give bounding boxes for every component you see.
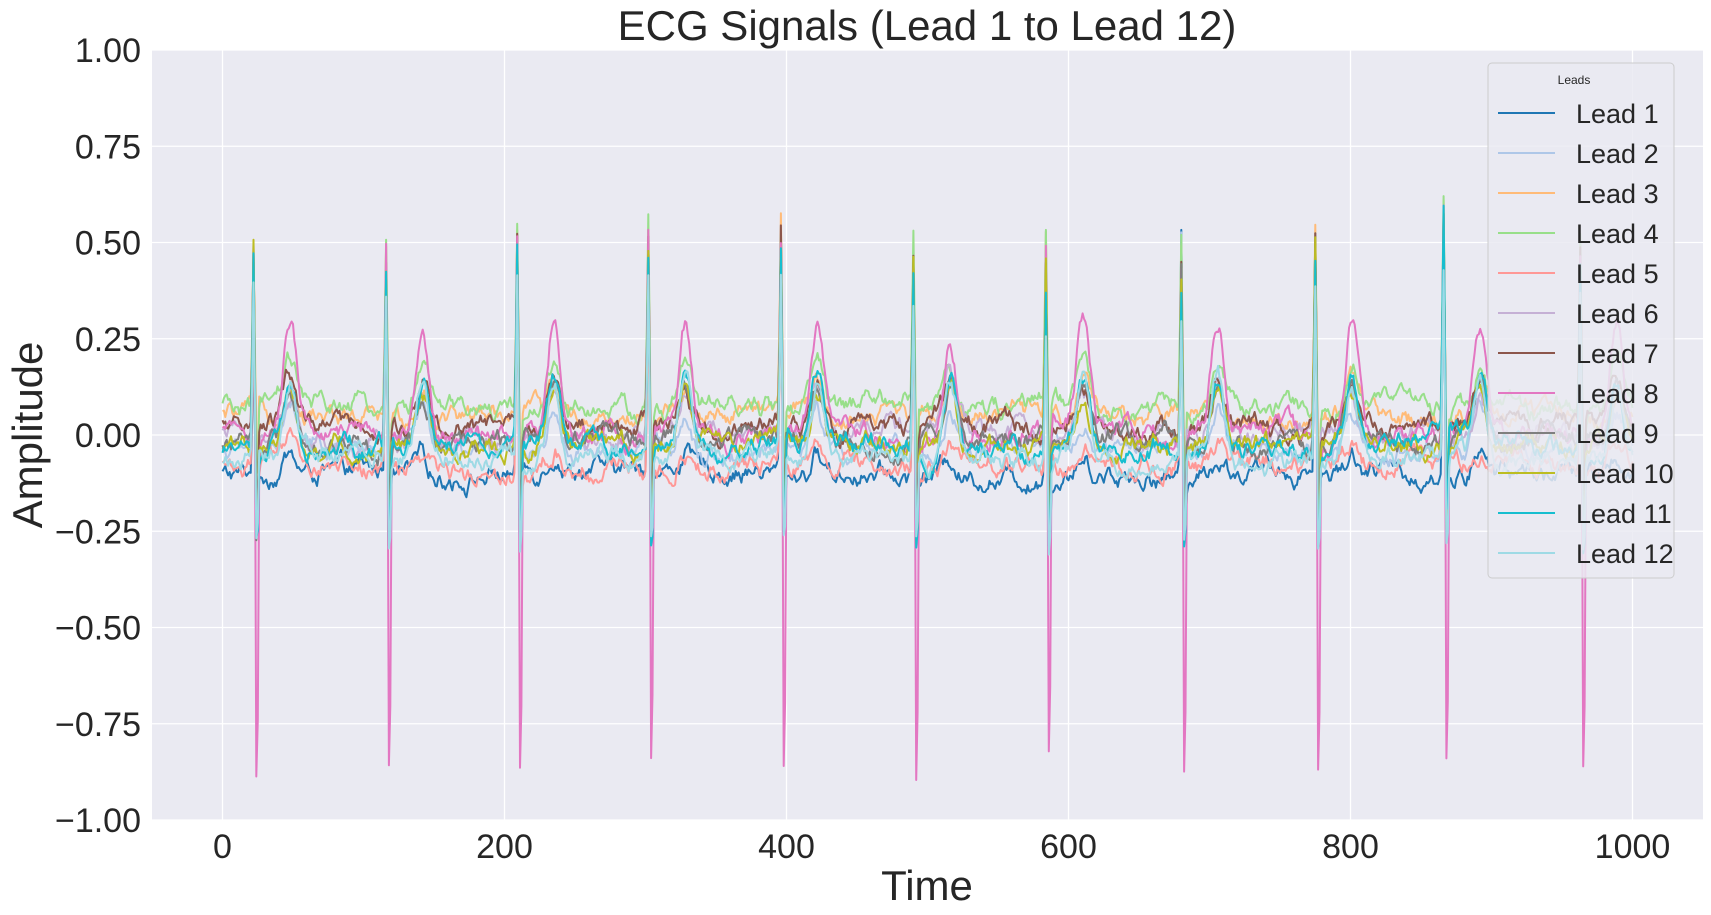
series-layer <box>221 195 1634 781</box>
legend-label: Lead 11 <box>1576 499 1672 529</box>
y-tick-label: −0.75 <box>55 706 141 744</box>
y-tick-label: 0.00 <box>75 417 141 455</box>
x-tick-label: 400 <box>758 828 815 866</box>
legend-title: Leads <box>1558 73 1591 87</box>
x-tick-label: 600 <box>1040 828 1097 866</box>
legend-label: Lead 12 <box>1576 539 1674 569</box>
series-line-lead-4 <box>221 195 1634 487</box>
legend-label: Lead 9 <box>1576 419 1659 449</box>
x-tick-label: 0 <box>213 828 232 866</box>
y-tick-label: −0.50 <box>55 610 141 648</box>
series-line-lead-3 <box>222 199 1634 483</box>
legend-label: Lead 4 <box>1576 219 1659 249</box>
x-axis-label: Time <box>881 862 973 909</box>
legend-box <box>1487 62 1675 579</box>
x-tick-label: 1000 <box>1595 828 1671 866</box>
legend-items: Lead 1 Lead 2 Lead 3 Lead 4 Lead 5 Lead 6 Lead… <box>1498 99 1674 569</box>
series-line-lead-5 <box>221 218 1634 541</box>
y-tick-label: −0.25 <box>55 513 141 551</box>
series-line-lead-9 <box>221 234 1633 547</box>
legend-label: Lead 6 <box>1576 299 1659 329</box>
legend-label: Lead 7 <box>1576 339 1659 369</box>
x-tick-labels: 0 200 400 600 800 1000 <box>213 828 1670 866</box>
chart-title: ECG Signals (Lead 1 to Lead 12) <box>618 2 1237 49</box>
legend-label: Lead 10 <box>1576 459 1674 489</box>
legend-label: Lead 2 <box>1576 139 1659 169</box>
y-tick-label: 0.75 <box>75 128 141 166</box>
legend-label: Lead 3 <box>1576 179 1659 209</box>
series-line-lead-10 <box>221 212 1634 545</box>
x-tick-label: 800 <box>1322 828 1379 866</box>
series-line-lead-11 <box>221 204 1634 555</box>
series-line-lead-12 <box>222 269 1634 556</box>
y-tick-label: 0.25 <box>75 321 141 359</box>
legend-label: Lead 1 <box>1576 99 1659 129</box>
y-tick-labels: −1.00 −0.75 −0.50 −0.25 0.00 0.25 0.50 0.75 1.00 <box>55 32 141 840</box>
y-tick-label: −1.00 <box>55 802 141 840</box>
y-tick-label: 0.50 <box>75 225 141 263</box>
y-tick-label: 1.00 <box>75 32 141 70</box>
x-tick-label: 200 <box>476 828 533 866</box>
legend-label: Lead 8 <box>1576 379 1659 409</box>
y-axis-label: Amplitude <box>4 342 51 529</box>
legend-label: Lead 5 <box>1576 259 1659 289</box>
